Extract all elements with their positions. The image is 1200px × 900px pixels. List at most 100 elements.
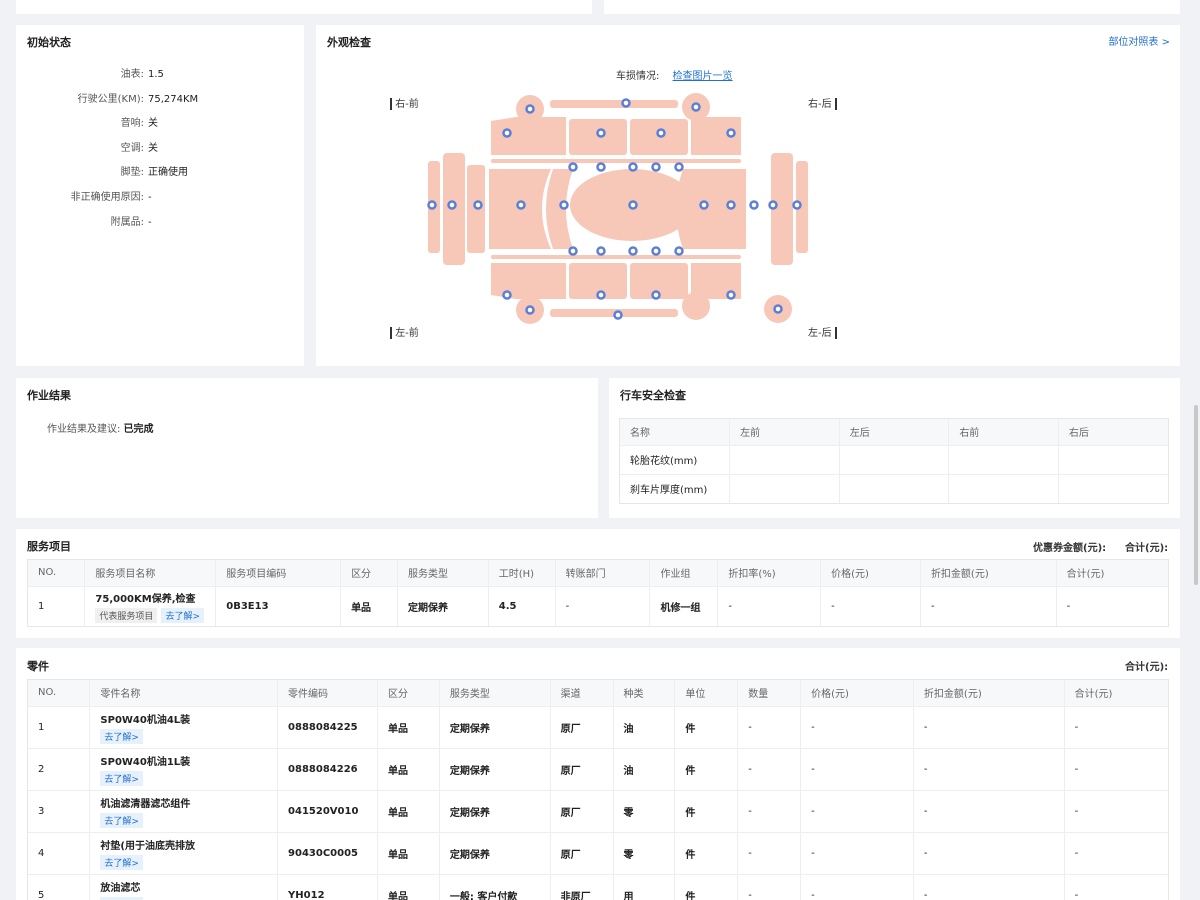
parts-cell: 零 — [613, 831, 676, 874]
initial-status-key: 脚垫: — [120, 167, 144, 179]
learn-more-button[interactable]: 去了解> — [100, 770, 143, 786]
parts-cell: - — [800, 789, 914, 832]
inspection-photos-link[interactable]: 检查图片一览 — [672, 71, 733, 82]
damage-point-marker[interactable] — [525, 104, 535, 114]
damage-point-marker[interactable] — [596, 128, 606, 138]
damage-point-marker[interactable] — [628, 162, 638, 172]
damage-point-marker[interactable] — [674, 162, 684, 172]
damage-point-marker[interactable] — [516, 200, 526, 210]
damage-point-marker[interactable] — [651, 162, 661, 172]
parts-cell: 单品 — [377, 873, 440, 900]
initial-status-value: 1.5 — [148, 69, 164, 80]
learn-more-button[interactable]: 去了解> — [161, 607, 204, 623]
damage-point-marker[interactable] — [559, 200, 569, 210]
parts-cell: 0888084225 — [277, 705, 378, 748]
safety-cell — [729, 444, 840, 474]
service-header-cell: 区分 — [340, 560, 398, 586]
initial-status-key: 非正确使用原因: — [70, 192, 144, 203]
damage-point-marker[interactable] — [525, 305, 535, 315]
parts-cell: - — [1064, 873, 1168, 900]
parts-cell: - — [800, 831, 914, 874]
damage-point-marker[interactable] — [596, 246, 606, 256]
parts-cell: - — [800, 873, 914, 900]
damage-point-marker[interactable] — [749, 200, 759, 210]
safety-header-cell: 左后 — [839, 419, 950, 445]
parts-header-cell: NO. — [28, 680, 91, 706]
parts-cell: 件 — [674, 789, 739, 832]
learn-more-button[interactable]: 去了解> — [100, 854, 143, 870]
damage-point-marker[interactable] — [651, 246, 661, 256]
damage-point-marker[interactable] — [596, 290, 606, 300]
initial-status-card: 初始状态 油表: 1.5 行驶公里(KM): 75,274KM 音响: 关空调: 关脚垫: 正… — [16, 25, 304, 366]
parts-row: 4 衬垫(用于油底壳排放 去了解> 90430C0005 单品 定期保养 原厂零件 - - - - — [28, 831, 1168, 874]
parts-cell: 5 — [28, 873, 91, 900]
damage-point-marker[interactable] — [699, 200, 709, 210]
corner-right-rear: 右-后 — [808, 95, 837, 110]
service-cell-group: 机修一组 — [649, 585, 719, 626]
parts-card: 零件 合计(元): NO. 零件名称 零件编码 区分 服务类型 渠道 种类 单位 数量 价格(元)… — [16, 648, 1180, 900]
damage-point-marker[interactable] — [502, 290, 512, 300]
damage-point-marker[interactable] — [502, 128, 512, 138]
damage-point-marker[interactable] — [568, 246, 578, 256]
damage-point-marker[interactable] — [691, 102, 701, 112]
service-header-cell: NO. — [28, 560, 86, 586]
damage-point-marker[interactable] — [628, 246, 638, 256]
initial-status-value: 关 — [148, 142, 158, 154]
part-name: 衬垫(用于油底壳排放 — [100, 840, 195, 852]
learn-more-button[interactable]: 去了解> — [100, 896, 143, 900]
damage-point-marker[interactable] — [613, 310, 623, 320]
damage-point-marker[interactable] — [768, 200, 778, 210]
service-cell-name: 75,000KM保养,检查 代表服务项目 去了解> — [84, 585, 217, 626]
parts-cell: SP0W40机油4L装 去了解> — [89, 705, 279, 748]
part-name: SP0W40机油1L装 — [100, 756, 191, 768]
service-cell-code: 0B3E13 — [215, 585, 342, 626]
initial-status-value: - — [148, 216, 152, 228]
damage-point-marker[interactable] — [674, 246, 684, 256]
damage-point-marker[interactable] — [473, 200, 483, 210]
parts-total: 合计(元): — [1125, 662, 1169, 673]
work-result-label: 作业结果及建议: — [47, 424, 121, 435]
parts-cell: 单品 — [377, 789, 440, 832]
parts-header-cell: 数量 — [737, 680, 802, 706]
parts-cell: 放油滤芯去了解> — [89, 873, 279, 900]
damage-point-marker[interactable] — [596, 162, 606, 172]
safety-cell: 刹车片厚度(mm) — [620, 473, 731, 503]
initial-status-value: 正确使用 — [148, 167, 188, 179]
service-header-cell: 服务项目编码 — [215, 560, 342, 586]
part-reference-link[interactable]: 部位对照表 > — [1108, 37, 1170, 48]
safety-cell — [1058, 473, 1168, 503]
damage-point-marker[interactable] — [656, 128, 666, 138]
learn-more-button[interactable]: 去了解> — [100, 812, 143, 828]
initial-status-value: 75,274KM — [148, 93, 199, 105]
damage-point-marker[interactable] — [568, 162, 578, 172]
service-cell-price: - — [820, 585, 921, 626]
damage-point-marker[interactable] — [628, 200, 638, 210]
damage-point-marker[interactable] — [726, 128, 736, 138]
parts-cell: - — [800, 747, 914, 790]
parts-cell: 0888084226 — [277, 747, 378, 790]
damage-point-marker[interactable] — [651, 290, 661, 300]
learn-more-button[interactable]: 去了解> — [100, 728, 143, 744]
damage-point-marker[interactable] — [726, 290, 736, 300]
parts-cell: - — [913, 873, 1065, 900]
parts-cell: 90430C0005 — [277, 831, 378, 874]
damage-point-marker[interactable] — [427, 200, 437, 210]
scrollbar-thumb[interactable] — [1194, 405, 1198, 585]
damage-point-marker[interactable] — [621, 98, 631, 108]
parts-cell: 原厂 — [550, 831, 614, 874]
initial-status-key: 音响: — [120, 118, 144, 130]
service-tags: 代表服务项目 去了解> — [95, 607, 215, 623]
initial-status-key: 附属品: — [110, 216, 144, 228]
service-cell-no: 1 — [28, 585, 86, 626]
service-cell-sum: - — [1056, 585, 1168, 626]
service-header-cell: 价格(元) — [820, 560, 921, 586]
damage-point-marker[interactable] — [773, 304, 783, 314]
damage-point-marker[interactable] — [792, 200, 802, 210]
parts-cell: SP0W40机油1L装去了解> — [89, 747, 279, 790]
safety-check-title: 行车安全检查 — [620, 389, 686, 402]
damage-point-marker[interactable] — [447, 200, 457, 210]
damage-point-marker[interactable] — [726, 200, 736, 210]
parts-header-cell: 服务类型 — [439, 680, 551, 706]
car-diagram[interactable] — [421, 93, 821, 333]
part-name: 机油滤清器滤芯组件 — [100, 798, 191, 810]
